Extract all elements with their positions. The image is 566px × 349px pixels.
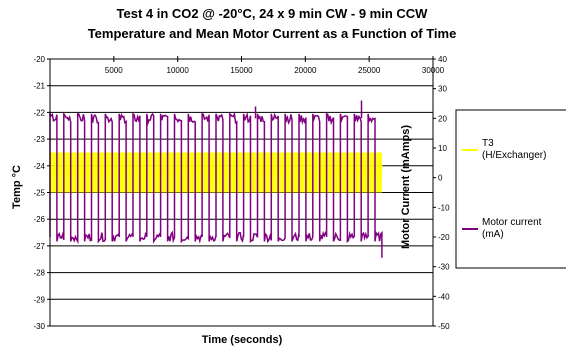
y-left-tick-label-0: -20 — [33, 55, 45, 64]
y-axis-left-label: Temp °C — [11, 165, 23, 209]
legend-box — [455, 109, 566, 269]
x-tick-label-0: 5000 — [105, 66, 123, 75]
axes: 5000 10000 15000 20000 25000 30000 -20 -21 -22 -2… — [33, 55, 450, 331]
y-axis-right-label: Motor Current (mAmps) — [400, 125, 412, 249]
y-right-tick-label-7: -30 — [438, 263, 450, 272]
legend-label-0-1: (H/Exchanger) — [482, 150, 546, 161]
y-right-tick-label-5: -10 — [438, 203, 450, 212]
legend: T3(H/Exchanger) Motor current(mA) — [455, 109, 566, 269]
y-left-tick-label-9: -29 — [33, 295, 45, 304]
legend-label-0-0: T3 — [482, 138, 494, 149]
legend-label-1-0: Motor current — [482, 217, 542, 228]
y-left-tick-label-1: -21 — [33, 82, 45, 91]
x-tick-label-5: 30000 — [422, 66, 445, 75]
legend-label-1-1: (mA) — [482, 229, 504, 240]
y-right-tick-label-2: 20 — [438, 114, 447, 123]
y-right-tick-label-3: 10 — [438, 144, 447, 153]
y-right-tick-label-9: -50 — [438, 322, 450, 331]
y-right-tick-label-8: -40 — [438, 292, 450, 301]
x-axis-label: Time (seconds) — [202, 334, 283, 346]
y-right-tick-label-0: 40 — [438, 55, 447, 64]
x-tick-label-2: 15000 — [230, 66, 253, 75]
y-left-tick-label-4: -24 — [33, 162, 45, 171]
y-left-tick-label-5: -25 — [33, 189, 45, 198]
x-tick-label-3: 20000 — [294, 66, 317, 75]
y-left-tick-label-8: -28 — [33, 269, 45, 278]
y-right-tick-label-1: 30 — [438, 85, 447, 94]
y-left-tick-label-10: -30 — [33, 322, 45, 331]
y-right-tick-label-6: -20 — [438, 233, 450, 242]
chart-subtitle: Temperature and Mean Motor Current as a … — [88, 26, 457, 41]
chart-title: Test 4 in CO2 @ -20°C, 24 x 9 min CW - 9… — [117, 6, 429, 21]
y-left-tick-label-6: -26 — [33, 215, 45, 224]
y-left-tick-label-3: -23 — [33, 135, 45, 144]
y-left-tick-label-2: -22 — [33, 108, 45, 117]
series-motor-current-line — [49, 111, 383, 258]
y-right-tick-label-4: 0 — [438, 174, 443, 183]
x-tick-label-4: 25000 — [358, 66, 381, 75]
x-tick-label-1: 10000 — [167, 66, 190, 75]
plot-series — [49, 100, 383, 258]
y-left-tick-label-7: -27 — [33, 242, 45, 251]
